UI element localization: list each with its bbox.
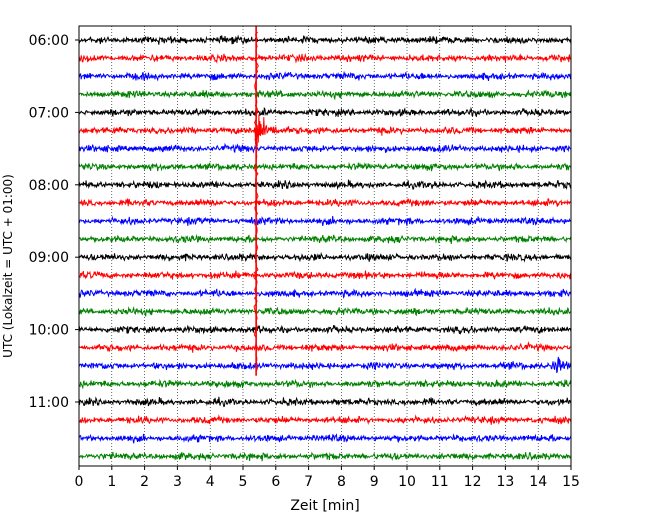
y-axis-label: UTC (Lokalzeit = UTC + 01:00) xyxy=(1,174,15,358)
x-axis-label: Zeit [min] xyxy=(290,498,359,514)
x-axis: 0 1 2 3 4 5 6 7 8 9 10 11 12 13 14 15 xyxy=(75,466,580,490)
trace-0730 xyxy=(78,142,572,154)
x-tick-label: 12 xyxy=(464,474,482,490)
x-tick-label: 11 xyxy=(431,474,449,490)
trace-0630 xyxy=(78,70,572,82)
trace-0600 xyxy=(78,34,572,45)
x-tick-label: 5 xyxy=(239,474,248,490)
y-tick-label: 07:00 xyxy=(29,105,69,121)
y-tick-label: 09:00 xyxy=(29,250,69,266)
trace-0900 xyxy=(78,251,572,263)
y-tick-label: 10:00 xyxy=(29,323,69,339)
trace-0830 xyxy=(78,215,572,226)
trace-0645 xyxy=(78,89,571,101)
x-tick-label: 6 xyxy=(271,474,280,490)
plot-frame xyxy=(78,25,572,467)
trace-0930 xyxy=(78,287,572,299)
trace-0815 xyxy=(78,198,572,208)
trace-0800 xyxy=(78,179,572,191)
x-tick-label: 10 xyxy=(398,474,416,490)
trace-1115 xyxy=(78,414,572,425)
x-tick-label: 8 xyxy=(337,474,346,490)
x-tick-label: 2 xyxy=(140,474,149,490)
trace-0615 xyxy=(78,52,572,64)
trace-1045 xyxy=(78,378,572,390)
earthquake-spike xyxy=(253,31,259,373)
trace-1000 xyxy=(78,324,572,335)
trace-0700 xyxy=(78,106,572,118)
x-tick-label: 3 xyxy=(173,474,182,490)
x-tick-label: 0 xyxy=(75,474,84,490)
x-tick-label: 15 xyxy=(562,474,580,490)
y-tick-label: 08:00 xyxy=(29,178,69,194)
x-tick-label: 7 xyxy=(304,474,313,490)
x-tick-label: 9 xyxy=(370,474,379,490)
grid xyxy=(111,26,539,466)
trace-0915 xyxy=(78,270,572,280)
x-tick-label: 4 xyxy=(206,474,215,490)
trace-0745 xyxy=(78,161,572,172)
y-tick-label: 11:00 xyxy=(29,395,69,411)
x-tick-label: 14 xyxy=(529,474,547,490)
trace-1130 xyxy=(78,433,572,444)
trace-1030 xyxy=(78,356,572,374)
trace-1015 xyxy=(78,340,572,353)
trace-1145 xyxy=(78,451,572,462)
trace-0945 xyxy=(78,305,572,318)
y-tick-label: 06:00 xyxy=(29,33,69,49)
x-tick-label: 1 xyxy=(107,474,116,490)
trace-0845 xyxy=(78,233,572,245)
x-tick-label: 13 xyxy=(496,474,514,490)
trace-1100 xyxy=(78,396,572,408)
trace-0715 xyxy=(78,114,572,149)
traces xyxy=(78,26,572,462)
y-axis: 06:00 07:00 08:00 09:00 10:00 11:00 xyxy=(29,33,79,411)
